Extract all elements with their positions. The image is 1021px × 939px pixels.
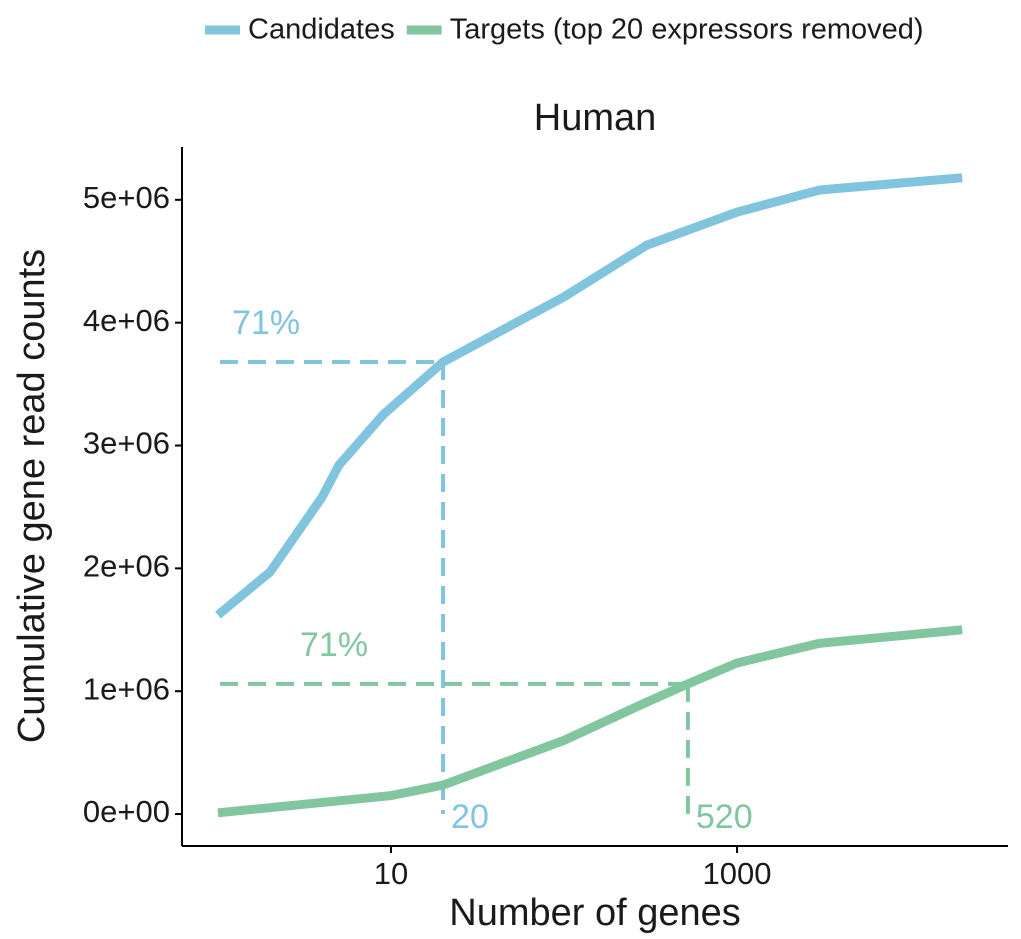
y-tick-label: 5e+06 — [83, 180, 170, 215]
guide-label: 71% — [232, 304, 300, 342]
guide-label: 71% — [300, 626, 368, 664]
guide-x-label: 520 — [696, 798, 753, 836]
y-tick-label: 4e+06 — [83, 303, 170, 338]
x-tick-label: 1000 — [703, 856, 772, 891]
y-tick-label: 1e+06 — [83, 671, 170, 706]
y-tick-label: 0e+00 — [83, 794, 170, 829]
legend-label: Targets (top 20 expressors removed) — [450, 14, 924, 46]
series-line — [217, 625, 963, 818]
y-tick-label: 3e+06 — [83, 426, 170, 461]
chart-title: Human — [534, 97, 657, 139]
x-axis-label: Number of genes — [449, 892, 741, 934]
y-tick-label: 2e+06 — [83, 549, 170, 584]
legend-label: Candidates — [248, 14, 395, 46]
series-line — [215, 173, 963, 619]
x-tick-label: 10 — [374, 856, 408, 891]
guide-x-label: 20 — [451, 798, 489, 836]
y-axis-label: Cumulative gene read counts — [11, 249, 53, 743]
